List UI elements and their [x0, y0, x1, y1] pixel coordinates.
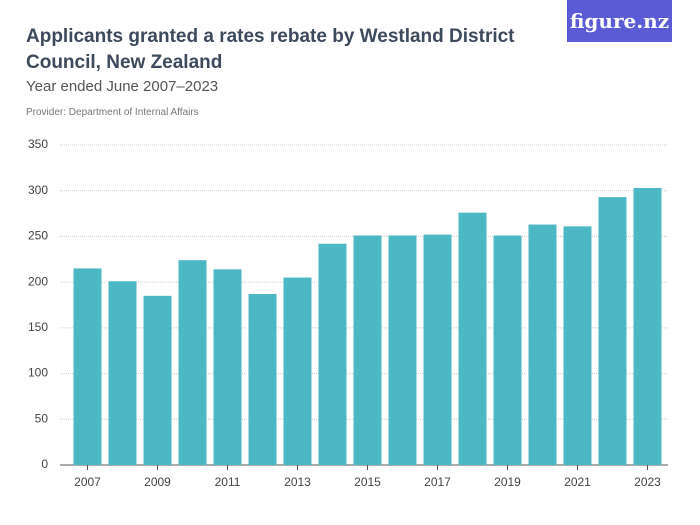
bar	[528, 224, 557, 465]
x-tick-label: 2015	[354, 475, 381, 489]
bar	[388, 235, 417, 465]
bar	[493, 235, 522, 465]
bar	[248, 294, 277, 465]
x-tick-label: 2019	[494, 475, 521, 489]
y-tick-label: 0	[41, 457, 48, 471]
x-tick-label: 2017	[424, 475, 451, 489]
bar	[423, 234, 452, 465]
bar	[283, 277, 312, 465]
bar	[143, 295, 172, 465]
bar	[178, 260, 207, 465]
bar	[213, 269, 242, 465]
y-tick-label: 50	[35, 411, 49, 425]
bar	[598, 197, 627, 465]
bar	[633, 187, 662, 465]
bar	[73, 268, 102, 465]
x-tick-label: 2013	[284, 475, 311, 489]
x-tick-label: 2007	[74, 475, 101, 489]
provider: Provider: Department of Internal Affairs	[26, 107, 199, 118]
y-tick-label: 250	[28, 229, 48, 243]
y-tick-label: 350	[28, 137, 48, 151]
logo[interactable]: figure.nz	[567, 0, 672, 42]
x-tick-label: 2023	[634, 475, 661, 489]
y-tick-label: 300	[28, 183, 48, 197]
x-tick-label: 2009	[144, 475, 171, 489]
bar	[458, 212, 487, 465]
bar	[108, 281, 137, 465]
bar	[318, 243, 347, 465]
chart-subtitle: Year ended June 2007–2023	[26, 78, 219, 95]
bar	[353, 235, 382, 465]
y-tick-label: 150	[28, 320, 48, 334]
x-tick-label: 2011	[215, 475, 241, 489]
y-tick-label: 100	[28, 366, 48, 380]
bar	[563, 226, 592, 465]
chart-title: Applicants granted a rates rebate by Wes…	[26, 26, 515, 73]
x-tick-label: 2021	[564, 475, 591, 489]
y-tick-label: 200	[28, 274, 48, 288]
